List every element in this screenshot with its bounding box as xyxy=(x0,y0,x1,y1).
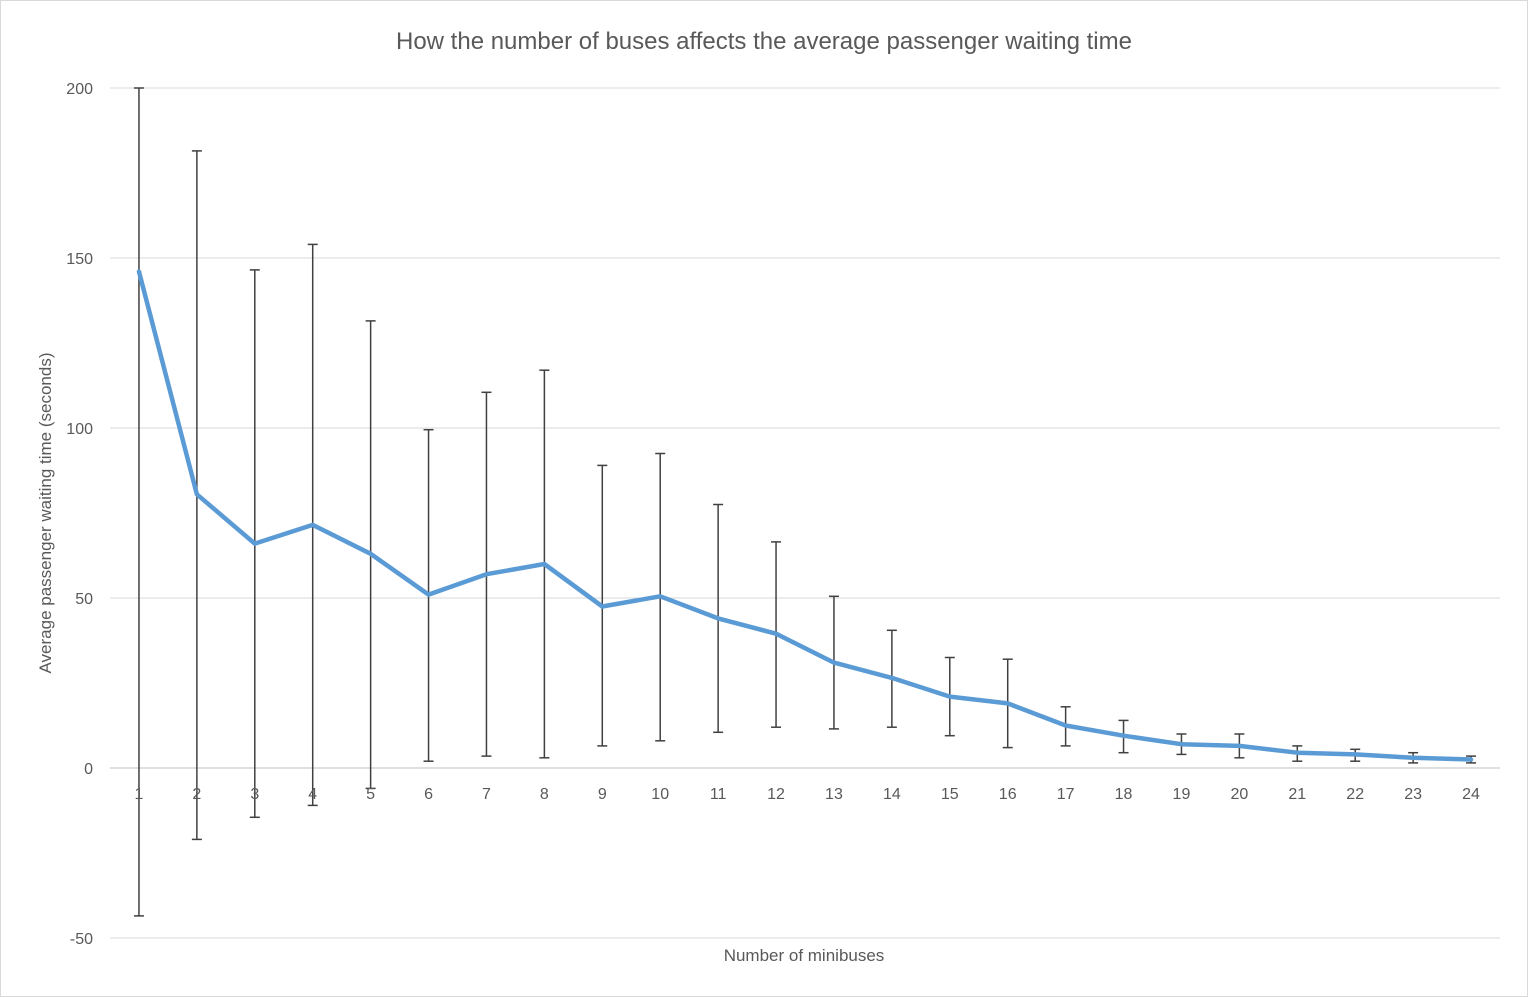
y-tick-label: -50 xyxy=(70,931,93,948)
x-tick-label: 9 xyxy=(598,786,607,803)
x-tick-label: 17 xyxy=(1057,786,1075,803)
x-tick-label: 23 xyxy=(1404,786,1422,803)
y-tick-label: 50 xyxy=(75,591,93,608)
x-tick-label: 1 xyxy=(135,786,144,803)
y-tick-label: 150 xyxy=(66,251,93,268)
series-line xyxy=(136,269,1474,762)
x-tick-label: 21 xyxy=(1288,786,1306,803)
y-tick-label: 0 xyxy=(84,761,93,778)
error-bars xyxy=(133,87,1477,917)
x-tick-label: 24 xyxy=(1462,786,1480,803)
x-tick-label: 14 xyxy=(883,786,901,803)
y-tick-label: 200 xyxy=(66,81,93,98)
x-tick-label: 6 xyxy=(424,786,433,803)
gridlines xyxy=(110,87,1500,939)
x-tick-label: 2 xyxy=(192,786,201,803)
x-tick-label: 15 xyxy=(941,786,959,803)
x-tick-label: 5 xyxy=(366,786,375,803)
x-tick-label: 11 xyxy=(710,786,727,803)
y-axis-ticks: -50 0 50 100 150 200 xyxy=(66,81,93,948)
x-tick-label: 4 xyxy=(308,786,317,803)
x-tick-label: 20 xyxy=(1230,786,1248,803)
chart-title: How the number of buses affects the aver… xyxy=(396,28,1132,55)
error-bar xyxy=(133,87,144,917)
x-tick-label: 12 xyxy=(767,786,785,803)
x-tick-label: 19 xyxy=(1173,786,1191,803)
y-tick-label: 100 xyxy=(66,421,93,438)
x-tick-label: 18 xyxy=(1115,786,1133,803)
x-tick-label: 13 xyxy=(825,786,843,803)
series-layer xyxy=(136,269,1474,762)
x-tick-label: 22 xyxy=(1346,786,1364,803)
x-tick-label: 16 xyxy=(999,786,1017,803)
y-axis-title: Average passenger waiting time (seconds) xyxy=(36,353,55,674)
x-axis-ticks: 1 2 3 4 5 6 7 8 9 10 11 12 13 14 15 16 17 18 19 20 21 22 23 24 xyxy=(135,786,1481,803)
x-tick-label: 8 xyxy=(540,786,549,803)
x-tick-label: 7 xyxy=(482,786,491,803)
x-tick-label: 10 xyxy=(651,786,669,803)
x-axis-title: Number of minibuses xyxy=(724,946,885,965)
x-tick-label: 3 xyxy=(250,786,259,803)
